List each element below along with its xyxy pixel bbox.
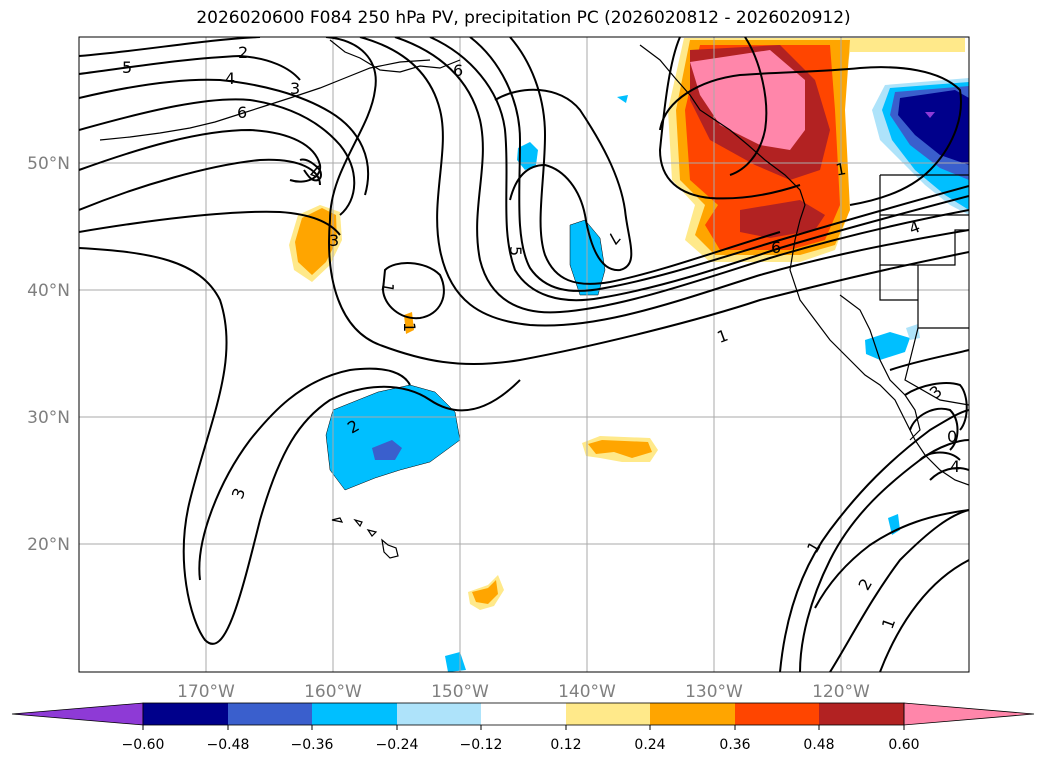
map-title: 2026020600 F084 250 hPa PV, precipitatio… — [196, 8, 851, 28]
lat-axis-labels: 50°N 40°N 30°N 20°N — [27, 154, 70, 555]
colorbar-tick-label: −0.60 — [122, 737, 165, 753]
contour-label: 3 — [329, 231, 339, 250]
contour-label: 4 — [950, 457, 960, 476]
lon-label: 140°W — [558, 682, 616, 702]
precip-shading — [289, 38, 969, 672]
lon-label: 130°W — [685, 682, 743, 702]
colorbar-bin — [228, 703, 312, 725]
contour-label: 6 — [237, 103, 247, 122]
colorbar-bin — [312, 703, 397, 725]
lat-label: 50°N — [27, 154, 70, 174]
contour-label: 1 — [377, 281, 397, 294]
colorbar-bin — [566, 703, 650, 725]
contour-label: 5 — [122, 58, 132, 77]
colorbar-min-extend — [11, 702, 144, 726]
colorbar-tick-label: −0.36 — [291, 737, 334, 753]
colorbar-tick-label: 0.60 — [888, 737, 919, 753]
colorbar-bin — [397, 703, 481, 725]
contour-label: 1 — [834, 159, 847, 179]
contour-label: 0 — [947, 427, 957, 446]
lon-label: 120°W — [812, 682, 870, 702]
contour-label: 3 — [290, 79, 300, 98]
lat-lon-grid — [79, 37, 969, 672]
colorbar-tick-label: −0.24 — [376, 737, 419, 753]
contour-label: 2 — [238, 43, 248, 62]
plot-border — [78, 36, 970, 673]
contour-label: 4 — [225, 69, 235, 88]
lat-label: 20°N — [27, 535, 70, 555]
lon-label: 170°W — [177, 682, 235, 702]
colorbar: −0.60 −0.48 −0.36 −0.24 −0.12 0.12 0.24 … — [11, 702, 1035, 753]
colorbar-tick-label: 0.36 — [719, 737, 750, 753]
colorbar-bin — [481, 703, 566, 725]
lon-axis-labels: 170°W 160°W 150°W 140°W 130°W 120°W — [177, 682, 870, 702]
contour-label: 5 — [506, 246, 525, 256]
pv-contours — [79, 37, 969, 672]
colorbar-bin — [650, 703, 735, 725]
lat-label: 30°N — [27, 408, 70, 428]
colorbar-tick-label: 0.12 — [550, 737, 581, 753]
contour-label: 6 — [453, 61, 463, 80]
contour-label: 1 — [400, 322, 419, 332]
lon-label: 160°W — [304, 682, 362, 702]
colorbar-tick-label: −0.12 — [460, 737, 503, 753]
contour-label: 6 — [771, 238, 781, 257]
lat-label: 40°N — [27, 281, 70, 301]
colorbar-bin — [143, 703, 228, 725]
lon-label: 150°W — [431, 682, 489, 702]
colorbar-tick-label: −0.48 — [207, 737, 250, 753]
colorbar-bin — [735, 703, 819, 725]
colorbar-max-extend — [903, 702, 1035, 726]
colorbar-tick-label: 0.48 — [803, 737, 834, 753]
colorbar-tick-label: 0.24 — [634, 737, 665, 753]
colorbar-bin — [819, 703, 904, 725]
